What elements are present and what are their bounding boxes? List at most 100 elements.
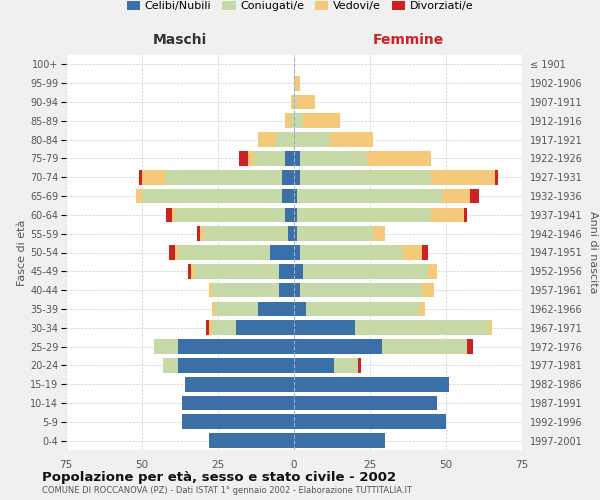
Bar: [431, 170, 494, 184]
Bar: [175, 245, 178, 260]
Bar: [306, 302, 419, 316]
Bar: [178, 358, 294, 372]
Bar: [358, 358, 361, 372]
Text: Popolazione per età, sesso e stato civile - 2002: Popolazione per età, sesso e stato civil…: [42, 471, 396, 484]
Bar: [422, 283, 434, 298]
Bar: [367, 151, 431, 166]
Bar: [488, 320, 491, 335]
Bar: [209, 434, 294, 448]
Bar: [294, 188, 297, 204]
Bar: [294, 208, 297, 222]
Bar: [443, 188, 470, 204]
Bar: [294, 396, 437, 410]
Bar: [239, 151, 248, 166]
Bar: [166, 170, 282, 184]
Bar: [212, 320, 236, 335]
Bar: [334, 358, 358, 372]
Bar: [297, 226, 373, 241]
Bar: [294, 264, 303, 278]
Bar: [172, 208, 175, 222]
Bar: [191, 264, 194, 278]
Bar: [297, 208, 431, 222]
Bar: [282, 170, 294, 184]
Bar: [178, 339, 294, 354]
Bar: [464, 208, 467, 222]
Bar: [254, 151, 285, 166]
Bar: [169, 245, 175, 260]
Bar: [142, 170, 166, 184]
Bar: [294, 151, 300, 166]
Bar: [142, 188, 282, 204]
Bar: [166, 208, 172, 222]
Bar: [373, 226, 385, 241]
Bar: [382, 339, 467, 354]
Bar: [494, 170, 497, 184]
Bar: [303, 114, 340, 128]
Bar: [294, 170, 300, 184]
Bar: [294, 114, 303, 128]
Bar: [285, 208, 294, 222]
Bar: [355, 320, 488, 335]
Bar: [212, 302, 215, 316]
Bar: [294, 245, 300, 260]
Bar: [297, 94, 315, 110]
Bar: [209, 283, 212, 298]
Bar: [257, 302, 294, 316]
Bar: [294, 358, 334, 372]
Bar: [185, 377, 294, 392]
Legend: Celibi/Nubili, Coniugati/e, Vedovi/e, Divorziati/e: Celibi/Nubili, Coniugati/e, Vedovi/e, Di…: [127, 0, 473, 11]
Bar: [194, 264, 279, 278]
Bar: [175, 208, 285, 222]
Bar: [294, 94, 297, 110]
Text: Maschi: Maschi: [153, 34, 207, 48]
Bar: [269, 245, 294, 260]
Bar: [331, 132, 373, 147]
Bar: [203, 226, 288, 241]
Bar: [236, 320, 294, 335]
Bar: [300, 170, 431, 184]
Bar: [182, 414, 294, 429]
Bar: [419, 302, 425, 316]
Bar: [188, 264, 191, 278]
Bar: [257, 132, 276, 147]
Bar: [294, 76, 300, 90]
Y-axis label: Fasce di età: Fasce di età: [17, 220, 27, 286]
Bar: [294, 302, 306, 316]
Bar: [297, 188, 443, 204]
Y-axis label: Anni di nascita: Anni di nascita: [588, 211, 598, 294]
Bar: [154, 339, 178, 354]
Bar: [428, 264, 437, 278]
Bar: [294, 414, 446, 429]
Bar: [403, 245, 422, 260]
Bar: [288, 226, 294, 241]
Bar: [303, 264, 428, 278]
Bar: [294, 283, 300, 298]
Bar: [200, 226, 203, 241]
Text: Femmine: Femmine: [373, 34, 443, 48]
Bar: [163, 358, 178, 372]
Bar: [206, 320, 209, 335]
Bar: [294, 339, 382, 354]
Bar: [470, 188, 479, 204]
Bar: [209, 320, 212, 335]
Bar: [136, 188, 142, 204]
Bar: [212, 283, 279, 298]
Bar: [139, 170, 142, 184]
Bar: [300, 283, 422, 298]
Bar: [197, 226, 200, 241]
Bar: [282, 188, 294, 204]
Bar: [300, 151, 367, 166]
Bar: [285, 151, 294, 166]
Bar: [291, 94, 294, 110]
Bar: [294, 320, 355, 335]
Bar: [248, 151, 254, 166]
Bar: [215, 302, 257, 316]
Bar: [294, 377, 449, 392]
Bar: [279, 283, 294, 298]
Bar: [285, 114, 291, 128]
Bar: [294, 132, 331, 147]
Bar: [422, 245, 428, 260]
Bar: [291, 114, 294, 128]
Bar: [279, 264, 294, 278]
Bar: [182, 396, 294, 410]
